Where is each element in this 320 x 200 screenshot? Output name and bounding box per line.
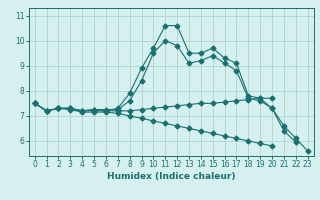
X-axis label: Humidex (Indice chaleur): Humidex (Indice chaleur) <box>107 172 236 181</box>
